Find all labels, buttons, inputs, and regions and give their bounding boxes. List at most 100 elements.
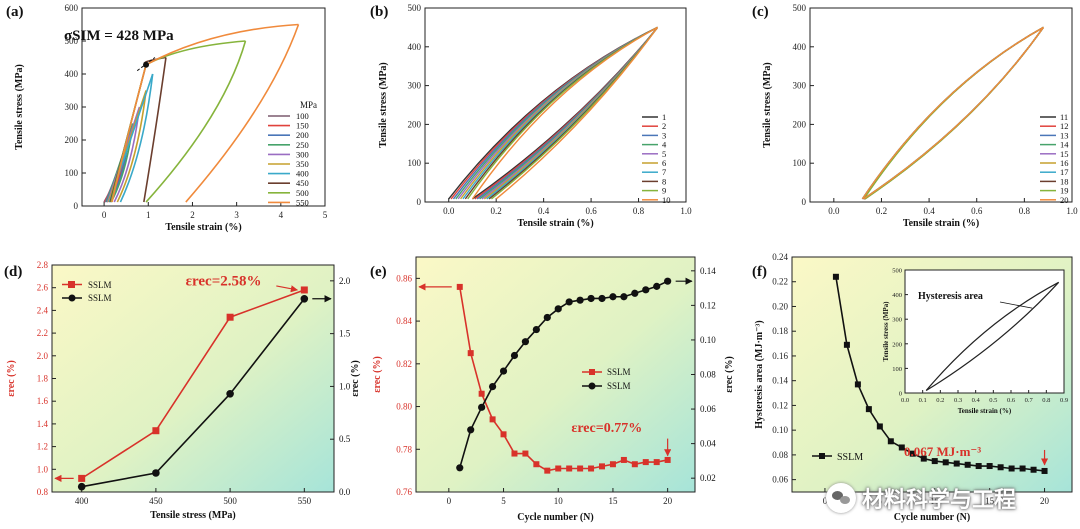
y-tick-label: 200 [793, 119, 807, 129]
x-tick-label: 550 [298, 496, 312, 506]
data-point [555, 465, 562, 472]
curve-unload-400 [119, 73, 154, 203]
y-tick-label-right: 1.5 [339, 329, 351, 339]
x-axis-label: Tensile strain (%) [517, 218, 593, 229]
y-tick-label: 400 [408, 42, 422, 52]
curve-load-cycle-8 [464, 26, 658, 200]
y-tick-label: 2.6 [37, 283, 49, 293]
legend-title: MPa [300, 100, 317, 110]
data-point [456, 464, 464, 472]
inset-x-tick-label: 0.8 [1042, 397, 1050, 404]
y-tick-label: 300 [408, 81, 422, 91]
x-tick-label: 5 [323, 210, 328, 220]
data-point [599, 463, 605, 470]
y-axis-label: Tensile stress (MPa) [378, 62, 389, 148]
y-tick-label: 0.08 [772, 450, 788, 460]
y-tick-label: 100 [65, 168, 79, 178]
legend-item: 450 [296, 178, 309, 188]
curve-unload-cycle-19 [864, 26, 1044, 200]
y-tick-label: 500 [793, 3, 807, 13]
panel-label-c: (c) [752, 4, 769, 20]
legend-item: 250 [296, 140, 309, 150]
data-point [532, 325, 540, 334]
data-point [533, 461, 540, 468]
data-point [489, 416, 496, 423]
data-point [1008, 465, 1015, 472]
legend-item: 18 [1060, 176, 1069, 186]
inset-y-tick-label: 300 [892, 317, 902, 324]
data-point [500, 431, 507, 438]
legend-item: 350 [296, 159, 309, 169]
data-point [664, 456, 671, 463]
data-point [631, 289, 639, 297]
curve-unload-500 [145, 40, 247, 203]
y-axis-label: εrec (%) [6, 360, 17, 397]
data-point [478, 403, 486, 411]
data-point [226, 313, 234, 321]
plot-bg-d [52, 265, 334, 492]
x-tick-label: 3 [234, 210, 239, 220]
data-point [898, 444, 905, 451]
data-point [1030, 466, 1037, 473]
legend-item: SSLM [607, 367, 631, 377]
x-tick-label: 0 [823, 496, 828, 506]
data-point [566, 465, 573, 472]
x-tick-label: 5 [501, 496, 506, 506]
data-point [488, 382, 497, 391]
y-tick-label-right: 2.0 [339, 276, 351, 286]
legend-item: 550 [296, 197, 309, 207]
legend-item: 200 [296, 130, 309, 140]
inset-load-curve [925, 281, 1059, 391]
panel-label-b: (b) [370, 4, 388, 20]
legend-item: 19 [1060, 186, 1069, 196]
data-point [587, 294, 595, 303]
legend-marker [588, 382, 596, 390]
legend-marker [589, 369, 595, 375]
data-point [152, 427, 160, 435]
inset-x-tick-label: 0.4 [972, 397, 981, 404]
y-tick-label: 1.6 [37, 396, 49, 406]
data-point [653, 282, 661, 290]
curve-load-cycle-13 [863, 26, 1044, 200]
plot-bg-e [416, 257, 695, 492]
y-tick-label: 0.80 [396, 402, 412, 412]
chart-b: (b) 0.0 0.2 0.4 0.6 0.8 1.0 0 100 200 300 400 500 Ten… [370, 3, 692, 229]
legend-item: 2 [662, 121, 666, 131]
y-tick-label: 100 [793, 158, 807, 168]
curve-load-cycle-10 [471, 26, 658, 200]
data-point [78, 474, 86, 482]
y-tick-label-right: 0.06 [700, 404, 716, 414]
y-axis-label: Tensile stress (MPa) [762, 62, 773, 148]
plot-frame-c [809, 7, 1073, 203]
curve-load-cycle-18 [862, 26, 1044, 200]
legend-item: 16 [1060, 158, 1069, 168]
data-point [642, 459, 649, 466]
x-tick-label: 0 [102, 210, 107, 220]
curve-load-cycle-6 [460, 26, 658, 200]
data-point [467, 350, 474, 357]
y-tick-label: 2.2 [37, 328, 48, 338]
data-point [152, 469, 160, 477]
y-tick-label: 0.22 [772, 277, 788, 287]
data-point [544, 467, 551, 474]
y-tick-label: 0.78 [396, 444, 412, 454]
x-tick-label: 0 [447, 496, 452, 506]
curve-unload-cycle-17 [863, 26, 1044, 200]
legend-item: 20 [1060, 195, 1069, 205]
plot-frame-b [424, 7, 687, 203]
legend-item: 500 [296, 188, 309, 198]
y-tick-label: 0.8 [37, 487, 49, 497]
data-point [975, 463, 982, 470]
chart-d: (d) 400 450 500 550 0.8 1.0 1.2 1.4 1.6 1.8 2.0 2.2 2… [4, 260, 361, 521]
data-point [920, 455, 927, 462]
curve-unload-cycle-18 [863, 26, 1044, 200]
y-tick-label: 2.0 [37, 351, 49, 361]
data-point [478, 390, 485, 397]
x-axis-label: Tensile strain (%) [165, 222, 241, 233]
legend-item: 15 [1060, 149, 1069, 159]
curve-unload-450 [143, 57, 167, 203]
y-tick-label: 1.0 [37, 464, 49, 474]
y-tick-label: 600 [65, 3, 79, 13]
x-tick-label: 500 [223, 496, 237, 506]
